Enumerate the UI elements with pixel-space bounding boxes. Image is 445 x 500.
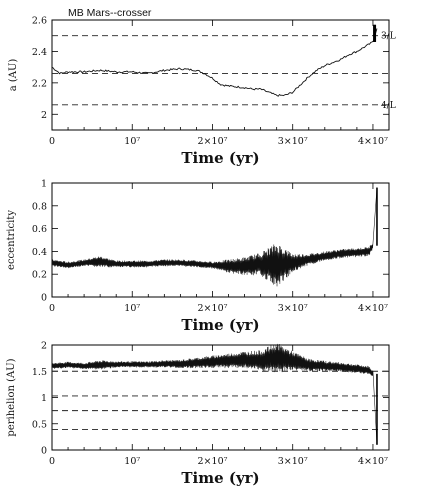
panel-3: 0 10⁷ 2×10⁷ 3×10⁷ 4×10⁷ 0 0.5 1 1.5 2 perihelion (… bbox=[6, 341, 390, 487]
y-tick-label: 2 bbox=[41, 110, 47, 121]
panel-1: 0 10⁷ 2×10⁷ 3×10⁷ 4×10⁷ 2 2.2 2.4 2.6 a (AU) Time … bbox=[8, 7, 396, 167]
y-tick-label: 0.2 bbox=[32, 270, 47, 281]
y-tick-label: 0.5 bbox=[32, 419, 47, 430]
series-line bbox=[51, 28, 378, 97]
x-tick-label: 2×10⁷ bbox=[198, 303, 228, 314]
x-tick-label: 2×10⁷ bbox=[198, 456, 228, 467]
x-tick-label: 4×10⁷ bbox=[358, 303, 388, 314]
y-tick-label: 0.6 bbox=[32, 224, 47, 235]
annotation-label: 3/L bbox=[381, 32, 396, 42]
y-axis-label: a (AU) bbox=[8, 59, 19, 92]
y-tick-label: 0.4 bbox=[32, 247, 47, 258]
y-tick-label: 0 bbox=[41, 293, 47, 304]
plot-frame bbox=[51, 182, 390, 298]
y-tick-label: 1.5 bbox=[32, 367, 47, 378]
x-tick-label: 10⁷ bbox=[124, 456, 140, 467]
y-tick-label: 2.2 bbox=[32, 78, 47, 89]
y-tick-label: 1 bbox=[41, 393, 47, 404]
x-axis-label: Time (yr) bbox=[181, 469, 259, 487]
x-tick-label: 3×10⁷ bbox=[278, 303, 308, 314]
x-tick-label: 4×10⁷ bbox=[358, 456, 388, 467]
y-tick-label: 2.6 bbox=[32, 16, 47, 27]
chart-title: MB Mars--crosser bbox=[68, 7, 152, 19]
annotation-label: 4/L bbox=[381, 101, 396, 111]
y-tick-label: 2.4 bbox=[32, 47, 47, 58]
y-axis-label: perihelion (AU) bbox=[6, 358, 17, 436]
x-axis-label: Time (yr) bbox=[181, 316, 259, 334]
y-tick-label: 0.8 bbox=[32, 201, 47, 212]
x-tick-label: 2×10⁷ bbox=[198, 136, 228, 147]
x-tick-label: 4×10⁷ bbox=[358, 136, 388, 147]
x-tick-label: 10⁷ bbox=[124, 303, 140, 314]
series-line bbox=[51, 343, 378, 445]
x-tick-label: 0 bbox=[49, 456, 55, 467]
x-axis-label: Time (yr) bbox=[181, 149, 259, 167]
y-tick-label: 0 bbox=[41, 446, 47, 457]
series-line bbox=[51, 187, 378, 287]
x-tick-label: 10⁷ bbox=[124, 136, 140, 147]
x-tick-label: 3×10⁷ bbox=[278, 136, 308, 147]
x-tick-label: 3×10⁷ bbox=[278, 456, 308, 467]
y-axis-label: eccentricity bbox=[6, 210, 17, 270]
plot-frame bbox=[51, 19, 390, 131]
x-tick-label: 0 bbox=[49, 136, 55, 147]
y-tick-label: 2 bbox=[41, 341, 47, 352]
x-tick-label: 0 bbox=[49, 303, 55, 314]
panel-2: 0 10⁷ 2×10⁷ 3×10⁷ 4×10⁷ 0 0.2 0.4 0.6 0.8 1 eccentr… bbox=[6, 179, 390, 334]
y-tick-label: 1 bbox=[41, 179, 47, 190]
